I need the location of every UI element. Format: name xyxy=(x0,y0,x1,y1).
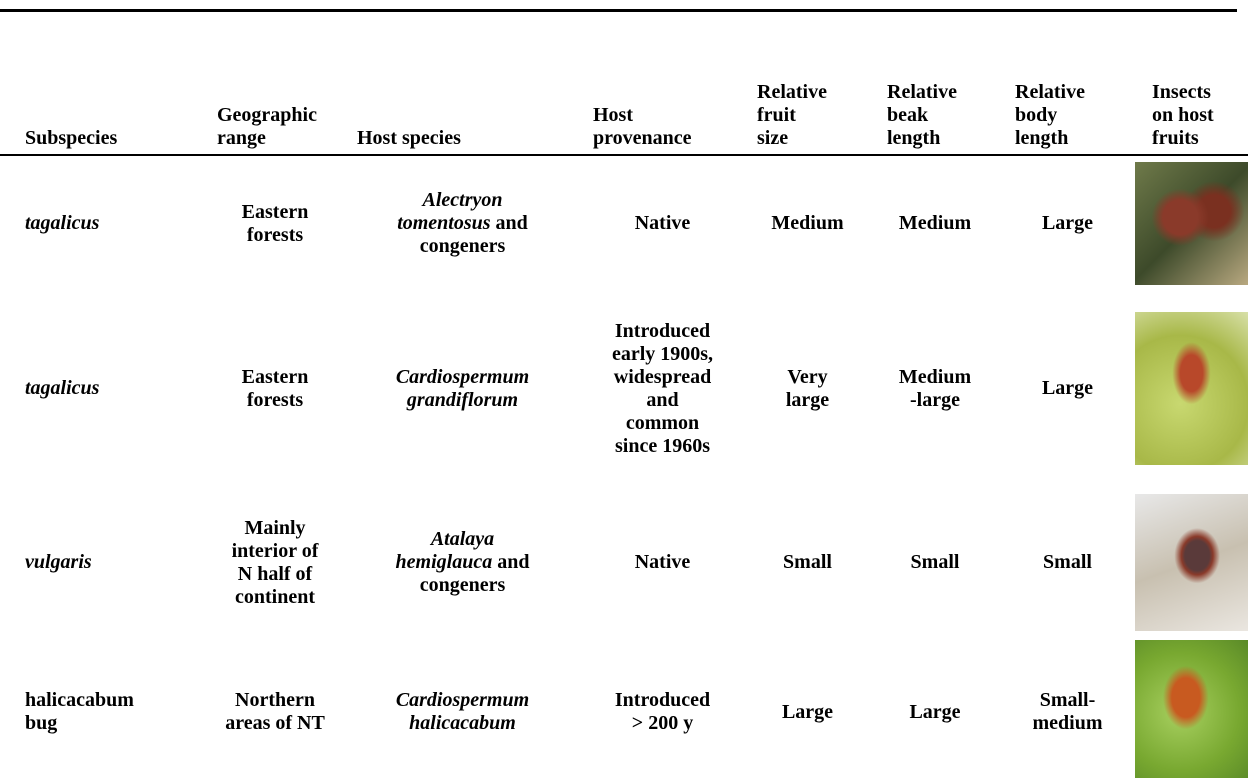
table-row: tagalicus Eastern forests Alectryon tome… xyxy=(0,155,1248,291)
host-name: Cardiospermum halicacabum xyxy=(395,689,530,734)
cell: Atalaya hemiglauca and congeners xyxy=(345,486,580,639)
cell: Medium xyxy=(771,212,844,234)
column-header: Geographic range xyxy=(205,12,345,156)
host-name: Cardiospermum grandiflorum xyxy=(395,365,530,411)
host-name: Atalaya hemiglauca xyxy=(395,528,495,573)
cell: Large xyxy=(1041,212,1094,234)
cell: tagalicus xyxy=(0,155,205,291)
header-row: Subspecies Geographic range Host species… xyxy=(0,12,1248,156)
cell: Eastern forests xyxy=(241,365,309,411)
cell: Small xyxy=(783,551,832,573)
column-header: Host species xyxy=(345,12,580,156)
host-name: Alectryon tomentosus xyxy=(397,189,503,234)
cell: Cardiospermum halicacabum xyxy=(345,639,580,778)
data-table: Subspecies Geographic range Host species… xyxy=(0,12,1248,778)
cell: Very large xyxy=(785,365,830,411)
subspecies: vulgaris xyxy=(25,551,92,573)
cell: tagalicus xyxy=(0,291,205,486)
insect-photo xyxy=(1135,494,1248,631)
host-note: and congeners xyxy=(419,551,530,596)
column-header: Subspecies xyxy=(0,12,205,156)
cell: Mainly interior of N half of continent xyxy=(231,516,319,608)
table-row: halicacabum bug Northern areas of NT Car… xyxy=(0,639,1248,778)
cell: vulgaris xyxy=(0,486,205,639)
insect-photo xyxy=(1135,640,1248,778)
cell: Small xyxy=(1043,551,1092,573)
column-header: Relative beak length xyxy=(870,12,1000,156)
cell xyxy=(1135,155,1248,291)
cell: Large xyxy=(909,700,961,723)
subspecies: tagalicus xyxy=(25,212,100,234)
cell: Native xyxy=(634,551,691,573)
column-header: Host provenance xyxy=(580,12,745,156)
insect-photo xyxy=(1135,162,1248,285)
cell: halicacabum bug xyxy=(25,689,134,734)
insect-photo xyxy=(1135,312,1248,465)
cell: Northern areas of NT xyxy=(225,689,325,734)
cell: Small xyxy=(910,551,960,573)
cell: Medium -large xyxy=(898,365,972,411)
cell: Small- medium xyxy=(1032,689,1103,734)
cell: Large xyxy=(1041,377,1094,399)
host-note: and congeners xyxy=(419,212,528,257)
subspecies: tagalicus xyxy=(25,377,100,399)
cell: Cardiospermum grandiflorum xyxy=(345,291,580,486)
column-header: Relative fruit size xyxy=(745,12,870,156)
cell: Eastern forests xyxy=(241,200,309,246)
table-row: tagalicus Eastern forests Cardiospermum … xyxy=(0,291,1248,486)
column-header: Insects on host fruits xyxy=(1135,12,1248,156)
cell: Large xyxy=(781,700,834,723)
top-rule xyxy=(0,9,1237,12)
cell: Native xyxy=(634,212,691,234)
cell: Introduced early 1900s, widespread and c… xyxy=(611,319,714,457)
table-row: vulgaris Mainly interior of N half of co… xyxy=(0,486,1248,639)
cell xyxy=(1135,486,1248,639)
column-header: Relative body length xyxy=(1000,12,1135,156)
cell xyxy=(1135,639,1248,778)
cell: Medium xyxy=(898,212,972,234)
cell: Alectryon tomentosus and congeners xyxy=(345,155,580,291)
cell: Introduced > 200 y xyxy=(614,689,711,734)
cell xyxy=(1135,291,1248,486)
